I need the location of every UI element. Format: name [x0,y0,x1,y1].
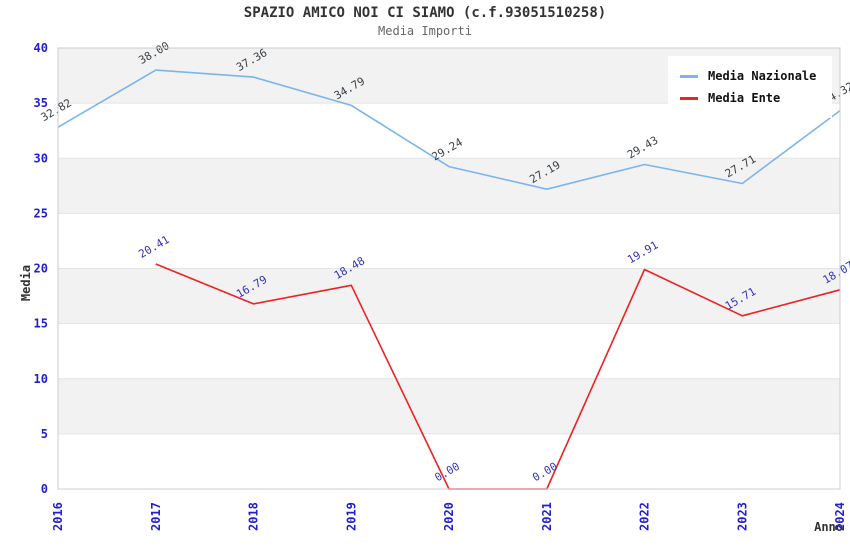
y-axis-title: Media [19,265,33,301]
x-tick-label: 2023 [735,502,749,531]
legend-label-media-ente: Media Ente [708,91,781,105]
legend: Media Nazionale Media Ente [668,56,832,118]
x-axis-tick-labels: 2016 2017 2018 2019 2020 2021 2022 2023 2024 [51,502,847,531]
x-tick-label: 2021 [540,502,554,531]
x-tick-label: 2019 [344,502,358,531]
plot-band [58,268,840,324]
x-axis-title: Anno [814,520,843,534]
data-label: 20.41 [136,233,171,261]
plot-border [57,47,841,490]
chart-subtitle: Media Importi [378,24,472,38]
legend-marker-media-nazionale-icon [680,74,698,78]
x-tick-label: 2016 [51,502,65,531]
chart-title: SPAZIO AMICO NOI CI SIAMO (c.f.930515102… [243,5,607,21]
legend-item-media-ente: Media Ente [680,87,822,109]
x-tick-label: 2020 [442,502,456,531]
y-tick-label: 0 [41,482,48,496]
y-gridlines [58,102,840,435]
legend-label-media-nazionale: Media Nazionale [708,69,817,83]
y-tick-label: 15 [34,317,48,331]
plot-bands [58,48,840,434]
y-tick-label: 25 [34,206,48,220]
x-tick-label: 2024 [833,502,847,531]
x-tick-label: 2022 [638,502,652,531]
data-label: 29.43 [625,134,660,162]
legend-marker-media-ente-icon [680,96,698,100]
y-tick-label: 40 [34,41,48,55]
y-tick-label: 5 [41,427,48,441]
plot-band [58,378,840,434]
legend-item-media-nazionale: Media Nazionale [680,65,822,87]
series-line-media-nazionale [57,69,841,190]
y-tick-label: 10 [34,372,48,386]
y-tick-label: 35 [34,96,48,110]
y-tick-label: 30 [34,151,48,165]
y-tick-label: 20 [34,262,48,276]
x-tick-label: 2018 [247,502,261,531]
data-label: 0.00 [530,460,559,485]
data-label: 19.91 [625,239,660,267]
plot-band [58,158,840,214]
y-axis-tick-labels: 0 5 10 15 20 25 30 35 40 [34,41,48,496]
x-tick-label: 2017 [149,502,163,531]
